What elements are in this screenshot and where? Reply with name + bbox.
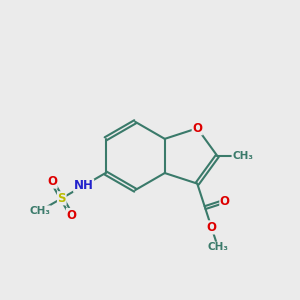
Text: CH₃: CH₃ <box>207 242 228 252</box>
Text: O: O <box>192 122 202 135</box>
Text: O: O <box>220 195 230 208</box>
Text: CH₃: CH₃ <box>29 206 50 216</box>
Text: S: S <box>58 192 66 205</box>
Text: CH₃: CH₃ <box>232 151 253 161</box>
Text: NH: NH <box>74 179 94 192</box>
Text: O: O <box>47 175 57 188</box>
Text: O: O <box>66 208 76 221</box>
Text: O: O <box>206 221 217 234</box>
